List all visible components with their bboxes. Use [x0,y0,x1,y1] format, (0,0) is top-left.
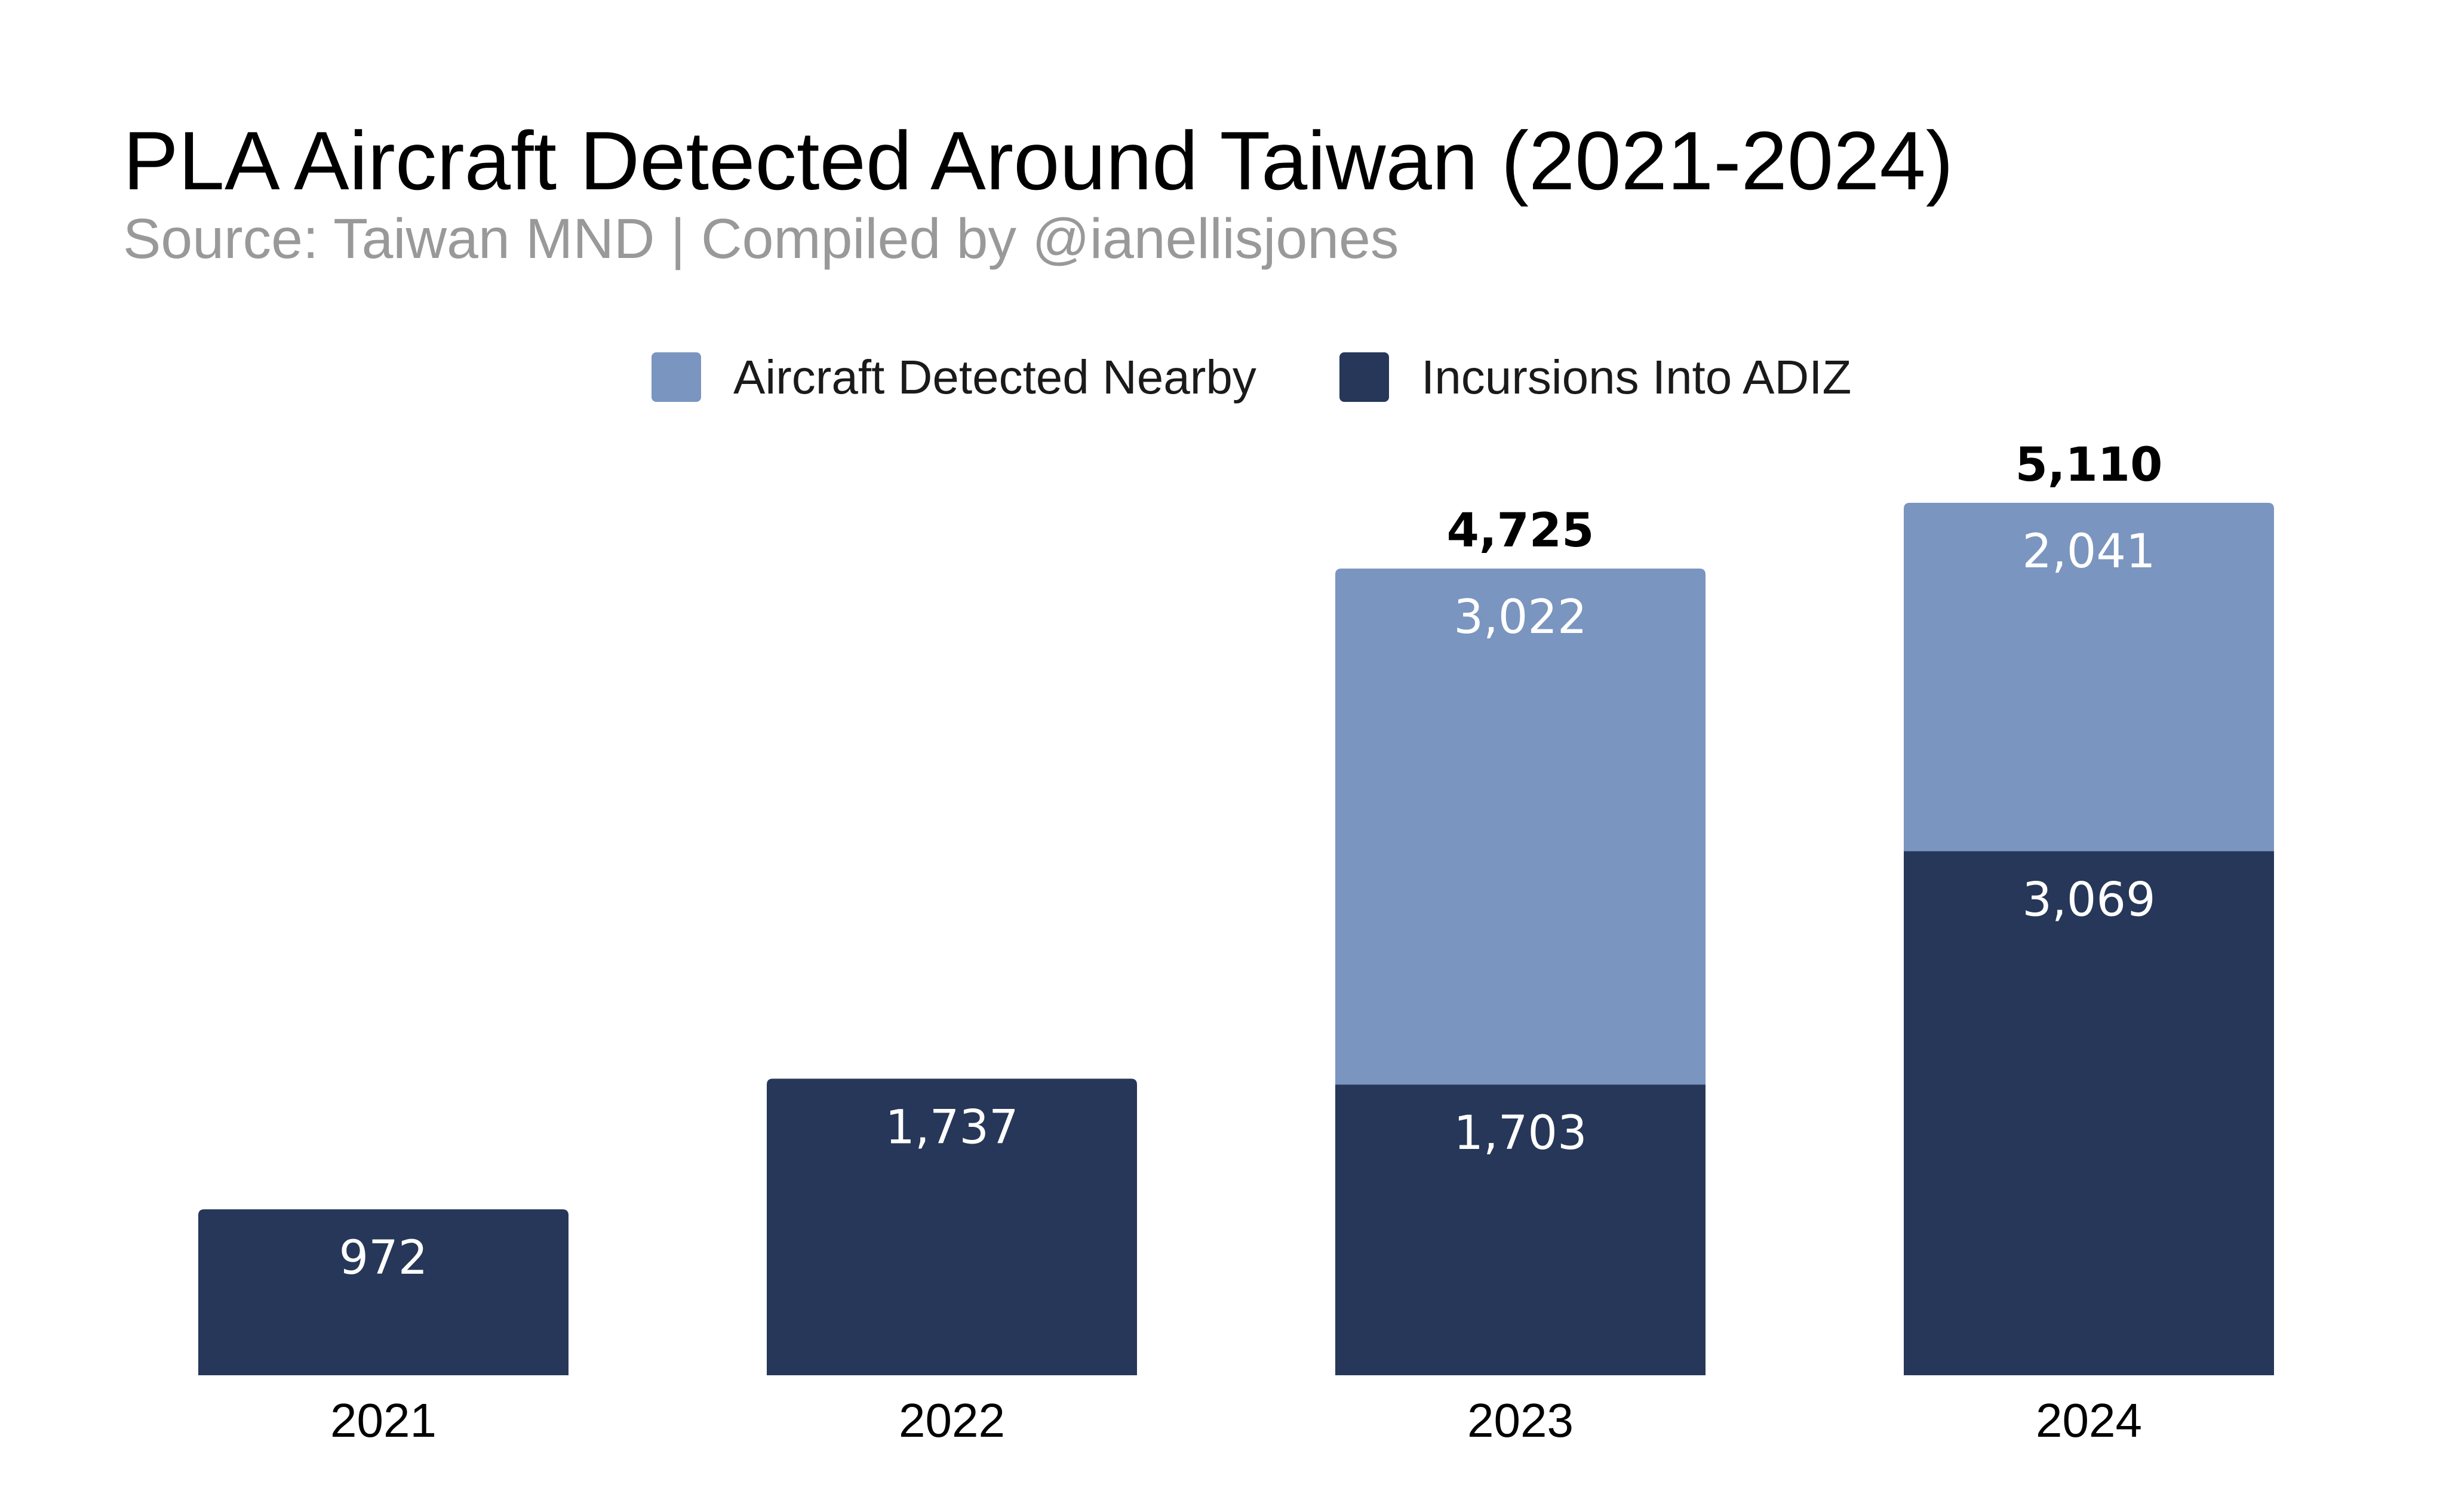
legend-label-aircraft-detected-nearby: Aircraft Detected Nearby [733,351,1256,404]
legend-swatch-incursions-into-adiz [1339,352,1389,402]
legend-label-incursions-into-adiz: Incursions Into ADIZ [1421,351,1851,404]
x-tick-label-2024: 2024 [2036,1394,2142,1447]
total-label-2023: 4,725 [1447,504,1594,558]
bar-aircraft-detected-nearby-2023 [1335,568,1706,1085]
x-tick-label-2023: 2023 [1467,1394,1574,1447]
x-tick-label-2022: 2022 [899,1394,1005,1447]
bar-incursions-into-adiz-2024 [1904,851,2274,1375]
x-tick-label-2021: 2021 [330,1394,437,1447]
total-label-2024: 5,110 [2015,438,2163,492]
bar-incursions-into-adiz-2021 [198,1209,569,1375]
chart-subtitle: Source: Taiwan MND | Compiled by @ianell… [123,207,1399,271]
bar-value-label-aircraft-detected-nearby-2023: 3,022 [1454,591,1587,644]
bar-incursions-into-adiz-2022 [767,1078,1137,1375]
bar-value-label-incursions-into-adiz-2023: 1,703 [1454,1107,1587,1160]
bar-value-label-incursions-into-adiz-2022: 1,737 [885,1101,1018,1154]
bar-aircraft-detected-nearby-2024 [1904,503,2274,852]
bar-value-label-aircraft-detected-nearby-2024: 2,041 [2022,525,2155,579]
legend-swatch-aircraft-detected-nearby [652,352,701,402]
chart-title: PLA Aircraft Detected Around Taiwan (202… [123,115,1953,207]
x-axis: 2021 2022 2023 2024 [330,1394,2142,1447]
bar-value-label-incursions-into-adiz-2024: 3,069 [2022,874,2155,927]
bar-value-label-incursions-into-adiz-2021: 972 [339,1231,428,1285]
plot-area: 972 1,737 1,703 3,022 4,725 3,069 2,041 5,110 [198,438,2274,1375]
bar-incursions-into-adiz-2023 [1335,1084,1706,1375]
legend: Aircraft Detected Nearby Incursions Into … [652,351,1851,404]
